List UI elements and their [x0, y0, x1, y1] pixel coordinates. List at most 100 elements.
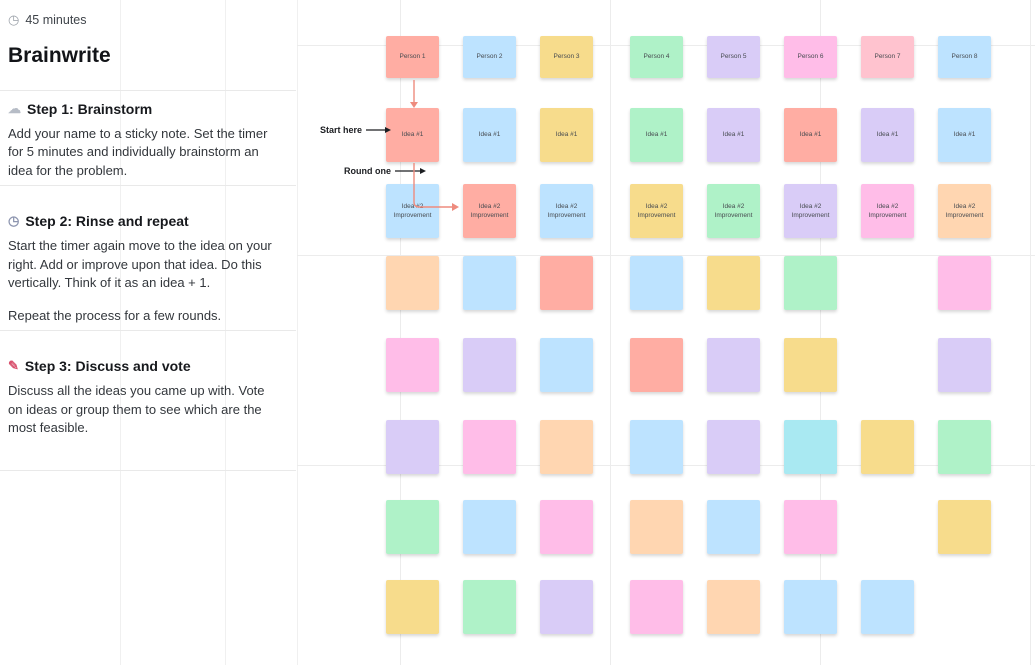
- sticky-note[interactable]: [707, 580, 760, 634]
- sticky-note[interactable]: [540, 338, 593, 392]
- sticky-note[interactable]: Idea #1: [784, 108, 837, 162]
- sticky-note[interactable]: Person 6: [784, 36, 837, 78]
- sticky-note[interactable]: Person 7: [861, 36, 914, 78]
- grid-line: [610, 0, 611, 665]
- sticky-note[interactable]: [707, 500, 760, 554]
- sticky-note[interactable]: [540, 256, 593, 310]
- instructions-panel: ◷ 45 minutes Brainwrite ☁ Step 1: Brains…: [8, 12, 280, 438]
- sticky-note[interactable]: [540, 580, 593, 634]
- step-1-body: Add your name to a sticky note. Set the …: [8, 126, 268, 178]
- sticky-note[interactable]: Idea #1: [540, 108, 593, 162]
- sticky-note[interactable]: [861, 420, 914, 474]
- grid-line: [1030, 0, 1031, 665]
- sticky-note[interactable]: Idea #1: [386, 108, 439, 162]
- sticky-note[interactable]: [463, 500, 516, 554]
- sticky-note[interactable]: Idea #1: [630, 108, 683, 162]
- sticky-note[interactable]: [630, 500, 683, 554]
- panel-divider: [0, 90, 296, 91]
- sticky-note[interactable]: [386, 420, 439, 474]
- duration-row: ◷ 45 minutes: [8, 12, 280, 28]
- sticky-note[interactable]: [540, 500, 593, 554]
- step-2-title: Step 2: Rinse and repeat: [25, 213, 189, 230]
- sticky-note[interactable]: [386, 338, 439, 392]
- clock-icon: ◷: [8, 12, 20, 27]
- right-arrow-icon: [395, 168, 426, 174]
- panel-divider: [0, 185, 296, 186]
- sticky-note[interactable]: Idea #2 Improvement: [784, 184, 837, 238]
- sticky-note[interactable]: Idea #1: [463, 108, 516, 162]
- grid-line: [120, 0, 121, 665]
- duration-label: 45 minutes: [25, 13, 87, 27]
- sticky-note[interactable]: [784, 256, 837, 310]
- sticky-note[interactable]: [938, 338, 991, 392]
- sticky-note[interactable]: [938, 500, 991, 554]
- sticky-note[interactable]: Idea #2 Improvement: [861, 184, 914, 238]
- sticky-note[interactable]: Idea #1: [938, 108, 991, 162]
- sticky-note[interactable]: [707, 420, 760, 474]
- sticky-note[interactable]: [540, 420, 593, 474]
- step-section-1: ☁ Step 1: Brainstorm Add your name to a …: [8, 101, 280, 180]
- panel-divider: [0, 470, 296, 471]
- start-here-text: Start here: [320, 125, 363, 135]
- step-2-body: Start the timer again move to the idea o…: [8, 238, 272, 291]
- right-arrow-icon: [366, 127, 392, 133]
- grid-line: [400, 0, 401, 665]
- sticky-note[interactable]: [784, 500, 837, 554]
- sticky-note[interactable]: [463, 256, 516, 310]
- round-one-label: Round one: [344, 166, 427, 176]
- grid-line: [225, 0, 226, 665]
- sticky-note[interactable]: [630, 420, 683, 474]
- round-one-text: Round one: [344, 166, 391, 176]
- sticky-note[interactable]: Idea #2 Improvement: [707, 184, 760, 238]
- sticky-note[interactable]: [386, 580, 439, 634]
- sticky-note[interactable]: Idea #2 Improvement: [463, 184, 516, 238]
- sticky-note[interactable]: Idea #1: [861, 108, 914, 162]
- sticky-note[interactable]: Person 1: [386, 36, 439, 78]
- grid-line: [820, 0, 821, 665]
- sticky-note[interactable]: [630, 338, 683, 392]
- sticky-note[interactable]: [386, 500, 439, 554]
- sticky-note[interactable]: [463, 338, 516, 392]
- step-2-heading: ◷ Step 2: Rinse and repeat: [8, 213, 280, 229]
- step-3-title: Step 3: Discuss and vote: [24, 358, 191, 375]
- sticky-note[interactable]: [386, 256, 439, 310]
- step-section-3: ✎ Step 3: Discuss and vote Discuss all t…: [8, 358, 280, 437]
- sticky-note[interactable]: Idea #2 Improvement: [386, 184, 439, 238]
- arrowhead-icon: [452, 203, 459, 211]
- sticky-note[interactable]: [630, 580, 683, 634]
- sticky-note[interactable]: [784, 580, 837, 634]
- grid-line: [297, 0, 298, 665]
- sticky-note[interactable]: [784, 420, 837, 474]
- sticky-note[interactable]: Person 5: [707, 36, 760, 78]
- start-here-label: Start here: [320, 125, 392, 135]
- sticky-note[interactable]: [707, 338, 760, 392]
- panel-divider: [0, 330, 296, 331]
- pencil-icon: ✎: [8, 358, 19, 374]
- sticky-note[interactable]: Idea #2 Improvement: [938, 184, 991, 238]
- sticky-note[interactable]: Person 2: [463, 36, 516, 78]
- sticky-note[interactable]: [938, 256, 991, 310]
- step-3-heading: ✎ Step 3: Discuss and vote: [8, 358, 280, 374]
- grid-line: [297, 255, 1035, 256]
- sticky-note[interactable]: Person 4: [630, 36, 683, 78]
- sticky-note[interactable]: Person 8: [938, 36, 991, 78]
- step-1-title: Step 1: Brainstorm: [27, 101, 153, 117]
- sticky-note[interactable]: [463, 420, 516, 474]
- sticky-note[interactable]: [463, 580, 516, 634]
- step-2-body-2: Repeat the process for a few rounds.: [8, 307, 222, 323]
- sticky-note[interactable]: [938, 420, 991, 474]
- sticky-note[interactable]: Idea #1: [707, 108, 760, 162]
- sticky-note[interactable]: [707, 256, 760, 310]
- sticky-note[interactable]: Idea #2 Improvement: [540, 184, 593, 238]
- sticky-note[interactable]: [861, 580, 914, 634]
- step-section-2: ◷ Step 2: Rinse and repeat Start the tim…: [8, 213, 280, 325]
- sticky-note[interactable]: Idea #2 Improvement: [630, 184, 683, 238]
- step-3-body: Discuss all the ideas you came up with. …: [8, 383, 265, 436]
- step-1-heading: ☁ Step 1: Brainstorm: [8, 101, 280, 117]
- sticky-note[interactable]: [630, 256, 683, 310]
- sticky-note[interactable]: Person 3: [540, 36, 593, 78]
- page-title: Brainwrite: [8, 44, 111, 67]
- clock-icon: ◷: [8, 213, 20, 229]
- sticky-note[interactable]: [784, 338, 837, 392]
